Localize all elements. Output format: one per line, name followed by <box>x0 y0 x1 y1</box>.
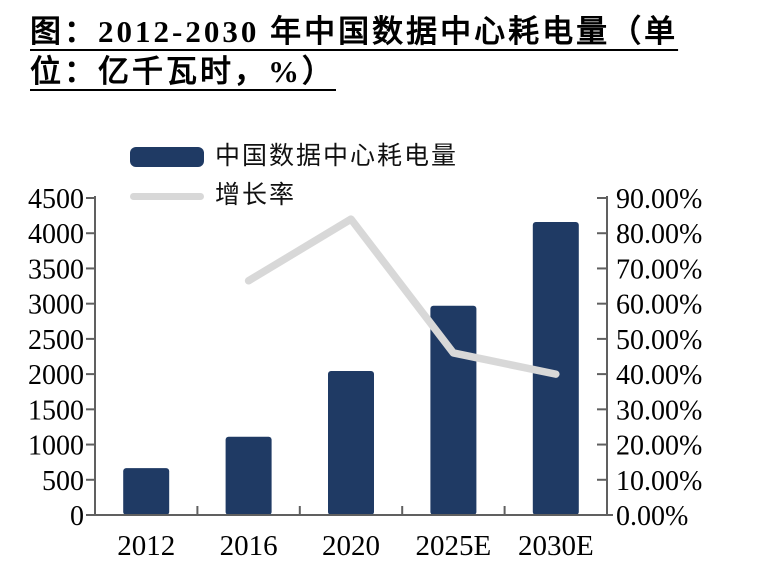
consumption-growth-chart: 4500 4000 3500 3000 2500 2000 1500 1000 500 0 90.0… <box>28 184 702 562</box>
right-axis-label: 60.00% <box>616 290 702 321</box>
right-axis-label: 30.00% <box>616 395 702 426</box>
legend-label-consumption: 中国数据中心耗电量 <box>215 143 459 170</box>
left-axis-label: 1500 <box>28 395 84 426</box>
left-axis-label: 1000 <box>28 431 84 462</box>
left-axis-label: 4000 <box>28 219 84 250</box>
left-axis-label: 0 <box>70 501 84 532</box>
bar-2020 <box>328 370 374 515</box>
bar-2016 <box>225 436 272 515</box>
right-axis-label: 90.00% <box>616 184 702 215</box>
left-axis-label: 3500 <box>28 254 84 285</box>
chart-title-line1: 图：2012-2030 年中国数据中心耗电量（单 <box>30 14 679 49</box>
left-axis-label: 2000 <box>28 360 84 391</box>
right-axis-label: 10.00% <box>616 466 702 497</box>
x-axis-label-2020: 2020 <box>322 530 380 562</box>
chart-title: 图：2012-2030 年中国数据中心耗电量（单 位：亿千瓦时，%） <box>30 12 746 92</box>
bar-2012 <box>123 468 170 515</box>
right-axis-label: 70.00% <box>616 254 702 285</box>
growth-rate-line <box>244 215 560 378</box>
left-axis-label: 500 <box>42 466 84 497</box>
right-axis-label: 50.00% <box>616 325 702 356</box>
legend-item-growth: 增长率 <box>130 183 458 209</box>
x-axis-label-2016: 2016 <box>220 530 278 562</box>
chart-title-line2: 位：亿千瓦时，%） <box>30 54 336 89</box>
right-axis-label: 80.00% <box>616 219 702 250</box>
right-axis-label: 20.00% <box>616 431 702 462</box>
x-axis-label-2025E: 2025E <box>416 530 492 562</box>
line-series-swatch-icon <box>130 192 204 200</box>
left-axis-label: 3000 <box>28 290 84 321</box>
left-axis-label: 2500 <box>28 325 84 356</box>
right-axis-label: 40.00% <box>616 360 702 391</box>
chart-legend: 中国数据中心耗电量 增长率 <box>130 144 458 209</box>
left-axis-label: 4500 <box>28 184 84 215</box>
bar-series-swatch-icon <box>130 147 204 167</box>
bar-2030E <box>532 221 579 515</box>
x-axis-label-2012: 2012 <box>117 530 175 562</box>
legend-item-consumption: 中国数据中心耗电量 <box>130 144 458 170</box>
right-axis-label: 0.00% <box>616 501 688 532</box>
legend-label-growth: 增长率 <box>215 182 297 209</box>
x-axis-label-2030E: 2030E <box>518 530 594 562</box>
